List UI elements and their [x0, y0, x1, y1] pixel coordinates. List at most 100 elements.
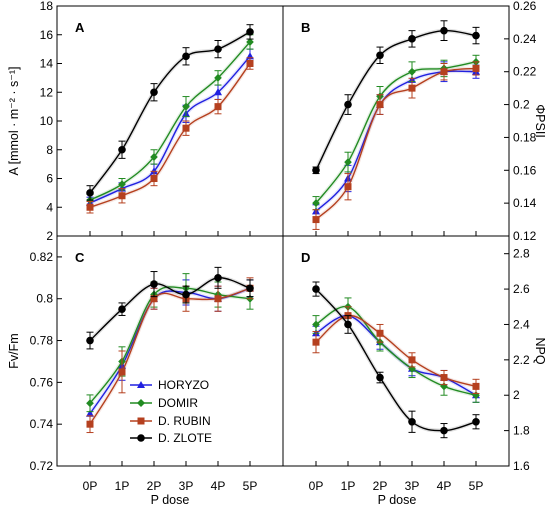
series-halo	[314, 28, 477, 172]
data-point	[214, 295, 222, 303]
data-point	[408, 84, 416, 92]
data-point	[440, 374, 448, 382]
data-point	[408, 35, 416, 43]
y-tick-label: 16	[40, 28, 54, 42]
y-tick-label: 0.24	[513, 32, 537, 46]
y-tick-label: 12	[40, 85, 54, 99]
y-tick-label: 2.8	[513, 247, 530, 261]
x-tick-label: 3P	[179, 479, 194, 493]
y-tick-label: 0.16	[513, 163, 537, 177]
y-axis-label: A [mmol · m⁻² · s⁻¹]	[7, 66, 21, 175]
data-point	[86, 399, 94, 408]
panel-d: D 1.6 1.8 2 2.2 2.4 2.6 2.8 0P 1P 2P 3P 4P 5P NPQ	[282, 235, 547, 493]
data-point	[150, 152, 158, 161]
data-point	[376, 51, 384, 60]
data-point	[312, 320, 320, 329]
panel-letter: C	[75, 250, 85, 265]
legend: HORYZO DOMIR D. RUBIN D. ZLOTE	[130, 378, 212, 445]
legend-entry-horyzo: HORYZO	[130, 378, 209, 392]
series-halo	[88, 286, 251, 415]
data-point	[214, 274, 222, 282]
x-tick-label: 0P	[83, 479, 98, 493]
data-point	[408, 356, 416, 364]
panel-letter: B	[301, 20, 310, 35]
legend-label: HORYZO	[158, 378, 209, 392]
data-point	[86, 336, 94, 345]
y-tick-label: 0.74	[30, 417, 54, 431]
series-d-zlote	[312, 281, 480, 439]
series-d-zlote	[86, 24, 254, 201]
data-point	[182, 124, 190, 132]
series-domir	[86, 34, 254, 207]
series-line	[89, 31, 251, 194]
data-point	[150, 88, 158, 97]
data-point	[472, 64, 480, 72]
data-point	[312, 338, 320, 346]
data-point	[214, 73, 222, 82]
data-point	[150, 175, 158, 182]
series-halo	[314, 66, 477, 222]
data-point	[344, 100, 352, 109]
x-tick-label: 2P	[147, 479, 162, 493]
x-tick-label: 2P	[373, 479, 388, 493]
series-horyzo	[312, 61, 480, 219]
x-tick-label: 0P	[309, 479, 324, 493]
panel-letter: D	[301, 250, 310, 265]
legend-entry-d-rubin: D. RUBIN	[130, 414, 211, 428]
y-tick-label: 0.2	[513, 98, 530, 112]
data-point	[150, 295, 158, 303]
legend-label: DOMIR	[158, 396, 198, 410]
series-d-rubin	[86, 57, 254, 214]
data-point	[376, 373, 384, 382]
series-line	[315, 61, 477, 204]
y-axis-label: ΦPSII	[533, 104, 547, 138]
series-halo	[314, 313, 477, 389]
y-tick-label: 1.6	[513, 459, 530, 473]
y-tick-label: 14	[40, 57, 54, 71]
series-halo	[88, 275, 251, 342]
data-point	[182, 290, 190, 299]
legend-entry-d-zlote: D. ZLOTE	[130, 431, 212, 445]
x-tick-label: 5P	[243, 479, 258, 493]
y-tick-label: 18	[40, 0, 54, 13]
data-point	[214, 45, 222, 53]
data-point	[118, 145, 126, 154]
panel-frame	[282, 235, 510, 467]
y-tick-label: 2	[46, 229, 53, 243]
data-point	[118, 305, 126, 313]
data-point	[214, 88, 222, 96]
x-tick-label: 4P	[211, 479, 226, 493]
panel-b: B 0.12 0.14 0.16 0.18 0.2 0.22 0.24 0.26 ΦPSII	[282, 0, 547, 243]
legend-entry-domir: DOMIR	[130, 396, 198, 410]
data-point	[312, 166, 320, 175]
legend-label: D. RUBIN	[158, 414, 211, 428]
series-line	[315, 288, 477, 432]
data-point	[376, 329, 384, 337]
y-tick-label: 4	[46, 200, 53, 214]
data-point	[312, 216, 320, 224]
y-tick-label: 0.8	[36, 292, 53, 306]
x-tick-label: 4P	[437, 479, 452, 493]
series-halo	[314, 287, 477, 433]
panel-c: C 0.72 0.74 0.76 0.78 0.8 0.82 0P 1P 2P 3P 4P 5P Fv/F…	[7, 235, 284, 493]
panels: A 2 4 6 8 10 12 14 16 18 A [mmol · m⁻² · s⁻¹] B 0.12…	[7, 0, 547, 493]
y-tick-label: 2.2	[513, 353, 530, 367]
data-point	[408, 67, 416, 76]
data-point	[472, 417, 480, 426]
y-tick-label: 0.72	[30, 459, 54, 473]
series-halo	[88, 30, 251, 195]
y-tick-label: 2	[513, 388, 520, 402]
series-d-rubin	[312, 61, 480, 230]
y-tick-label: 0.22	[513, 65, 537, 79]
data-point	[376, 101, 384, 109]
data-point	[312, 285, 320, 293]
y-tick-label: 0.18	[513, 130, 537, 144]
data-point	[344, 183, 352, 191]
data-point	[86, 203, 94, 211]
y-tick-label: 0.76	[30, 375, 54, 389]
series-d-rubin	[86, 277, 254, 434]
y-tick-label: 0.26	[513, 0, 537, 13]
x-axis-label-right: P dose	[378, 493, 417, 507]
data-point	[440, 26, 448, 35]
x-tick-label: 5P	[469, 479, 484, 493]
